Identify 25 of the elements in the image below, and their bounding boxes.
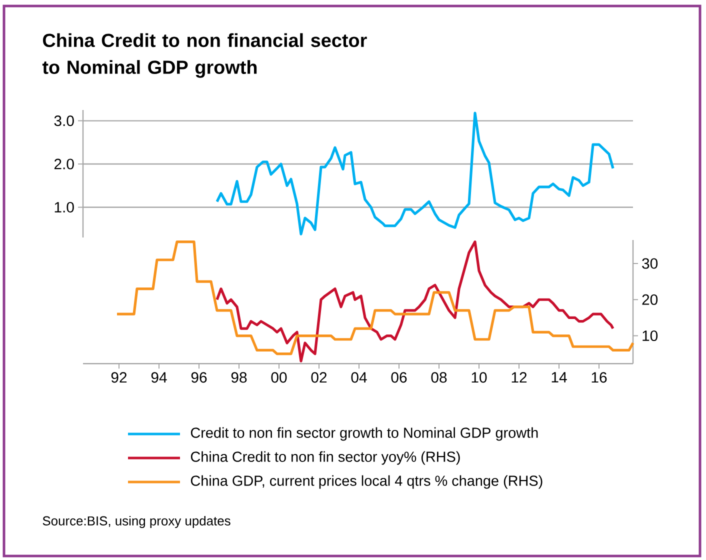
line-series — [216, 112, 614, 236]
y-tick-label: 2.0 — [54, 158, 74, 170]
chart-title: China Credit to non financial sector to Nominal GDP growth — [42, 33, 367, 78]
source-note: Source:BIS, using proxy updates — [42, 516, 230, 528]
x-tick-label: 04 — [351, 372, 367, 383]
y-tick-label: 1.0 — [54, 202, 74, 213]
x-tick-label: 14 — [552, 372, 567, 382]
y2-tick-label: 30 — [642, 258, 658, 269]
x-tick-label: 96 — [191, 372, 207, 383]
y2-tick-label: 10 — [642, 330, 658, 342]
y2-tick-label: 20 — [642, 294, 658, 305]
x-tick-label: 98 — [231, 372, 247, 383]
x-tick-label: 00 — [271, 372, 287, 383]
legend-label: Credit to non fin sector growth to Nominal GDP growth — [190, 427, 538, 441]
legend-label: China GDP, current prices local 4 qtrs % change (RHS) — [190, 475, 542, 489]
x-tick-label: 06 — [391, 372, 407, 383]
y-tick-label: 3.0 — [54, 116, 74, 126]
x-tick-label: 12 — [512, 372, 527, 383]
x-tick-label: 08 — [431, 372, 447, 383]
x-tick-label: 16 — [592, 372, 607, 383]
x-tick-label: 92 — [111, 372, 127, 383]
legend-label: China Credit to non fin sector yoy% (RHS) — [190, 451, 460, 465]
x-tick-label: 10 — [472, 372, 487, 383]
x-tick-label: 02 — [311, 372, 327, 383]
x-tick-label: 94 — [151, 372, 167, 383]
